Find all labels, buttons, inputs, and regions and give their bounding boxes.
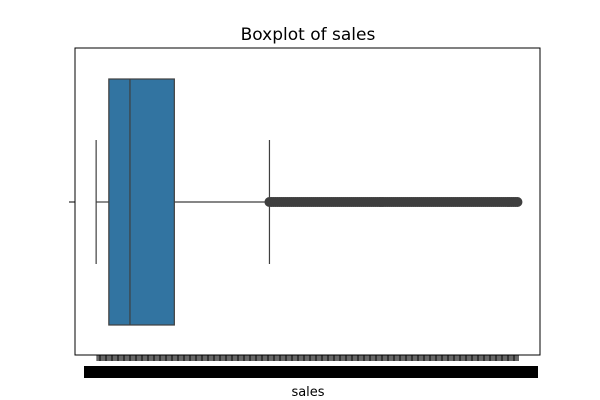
x-axis-ticks [96,355,519,361]
x-axis-tick-labels-overlapping [84,366,538,378]
outlier-points [264,197,523,207]
outlier-point [512,197,523,207]
x-axis-label: sales [291,385,324,400]
interquartile-box [108,78,175,326]
chart-title: Boxplot of sales [241,25,376,45]
